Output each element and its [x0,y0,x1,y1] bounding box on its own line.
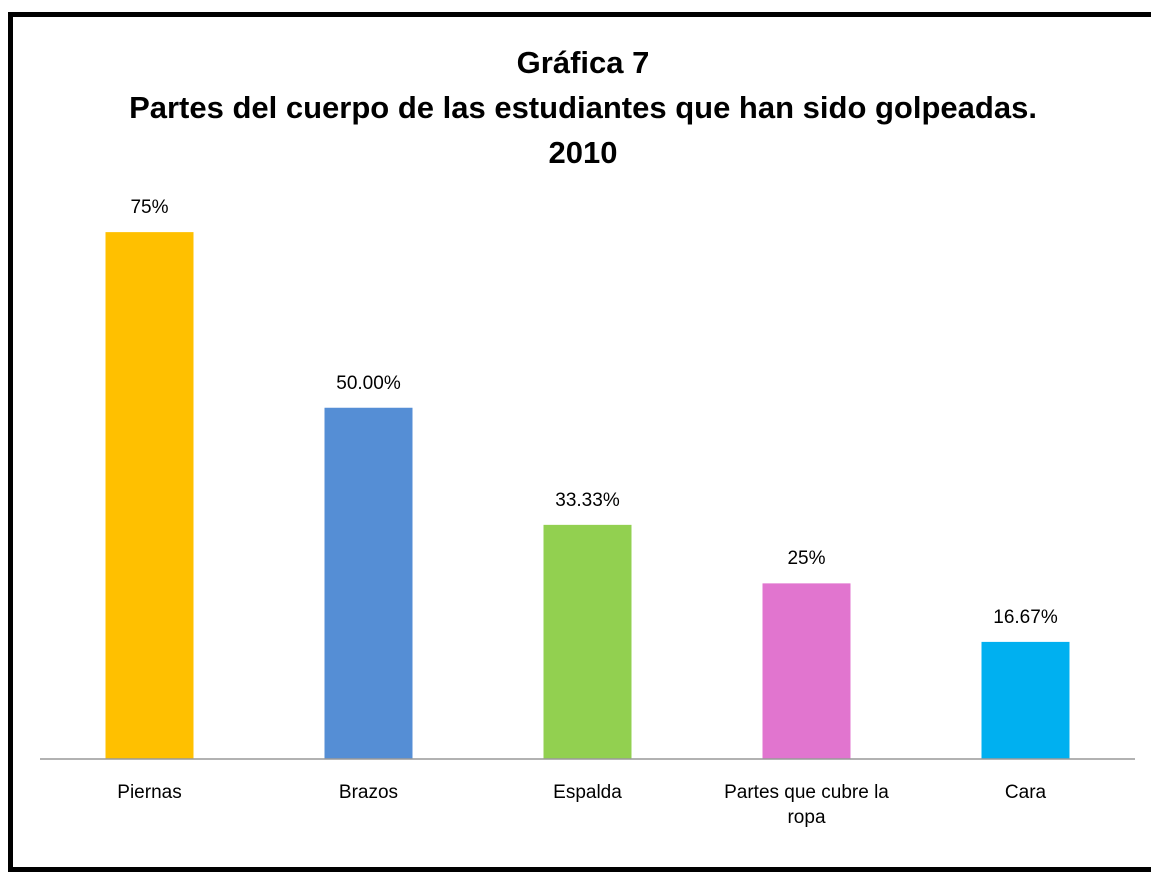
data-label: 75% [130,197,169,219]
bar [543,524,632,759]
page: Gráfica 7 Partes del cuerpo de las estud… [8,12,1151,872]
x-tick-label: Partes que cubre la ropa [724,782,889,828]
x-tick-label: Cara [1004,782,1047,803]
data-label: 16.67% [993,606,1058,628]
chart-subtitle: Partes del cuerpo de las estudiantes que… [129,90,1037,170]
plot [40,232,1135,760]
chart-title: Gráfica 7 [516,45,650,80]
x-tick-label: Brazos [338,782,399,803]
x-tick-label: Piernas [117,782,182,803]
x-tick-label: Espalda [553,782,622,803]
data-label: 50.00% [336,372,401,394]
bar [324,407,413,759]
data-label: 33.33% [555,489,620,511]
data-label: 25% [787,548,826,570]
bar [981,641,1070,759]
bar [105,232,194,759]
bar [762,583,851,759]
